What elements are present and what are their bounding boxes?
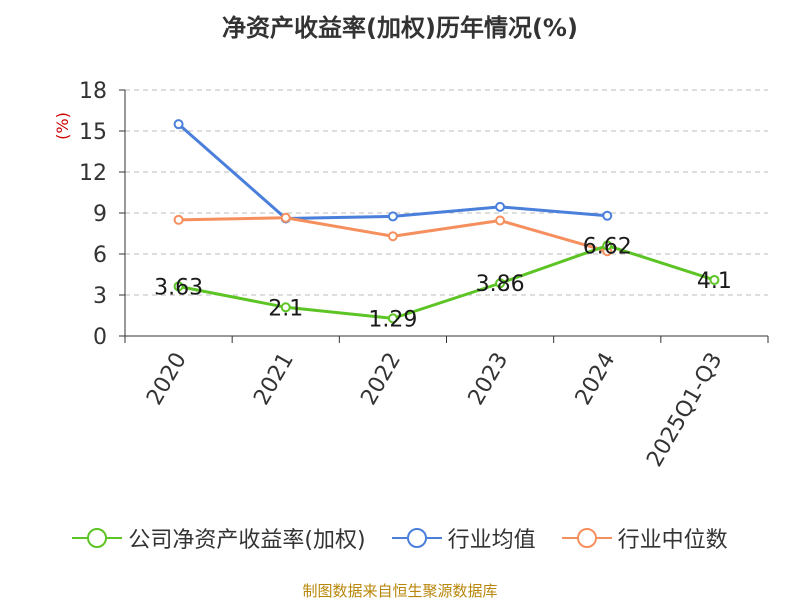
x-tick-label: 2025Q1-Q3 <box>642 349 727 472</box>
data-point-1 <box>602 210 613 221</box>
y-tick-label: 12 <box>79 161 107 186</box>
legend-item-industry-mean[interactable]: 行业均值 <box>391 522 536 554</box>
y-tick-label: 3 <box>93 284 107 309</box>
y-tick-label: 6 <box>93 243 107 268</box>
x-tick-label: 2020 <box>142 349 192 410</box>
legend-item-company[interactable]: 公司净资产收益率(加权) <box>72 522 366 554</box>
data-label: 3.86 <box>476 272 525 297</box>
legend-label-industry-mean: 行业均值 <box>447 528 536 553</box>
data-label: 3.63 <box>154 275 203 300</box>
legend-marker-company <box>72 527 123 549</box>
data-label: 2.1 <box>268 296 303 321</box>
data-point-1 <box>495 201 506 212</box>
data-point-2 <box>280 212 291 223</box>
chart-title: 净资产收益率(加权)历年情况(%) <box>222 14 578 42</box>
legend-label-company: 公司净资产收益率(加权) <box>128 528 366 553</box>
legend-item-industry-median[interactable]: 行业中位数 <box>561 522 728 554</box>
data-label: 6.62 <box>583 235 632 260</box>
y-tick-label: 0 <box>93 325 107 350</box>
data-point-0 <box>280 302 291 313</box>
y-tick-label: 9 <box>93 202 107 227</box>
legend-marker-industry-mean <box>391 527 442 549</box>
legend-label-industry-median: 行业中位数 <box>617 528 728 553</box>
legend: 公司净资产收益率(加权) 行业均值 行业中位数 <box>0 522 800 554</box>
y-axis-label: (%) <box>53 112 72 140</box>
data-point-0 <box>387 313 398 324</box>
x-tick-label: 2024 <box>571 349 621 410</box>
data-point-0 <box>495 278 506 289</box>
data-label: 1.29 <box>368 307 417 332</box>
data-point-2 <box>495 215 506 226</box>
data-source-note: 制图数据来自恒生聚源数据库 <box>302 582 498 600</box>
legend-marker-industry-median <box>561 527 612 549</box>
data-point-0 <box>709 274 720 285</box>
series-line-0 <box>178 244 715 320</box>
data-point-2 <box>173 214 184 225</box>
data-point-0 <box>173 281 184 292</box>
data-point-0 <box>602 240 613 251</box>
x-tick-label: 2021 <box>249 349 299 410</box>
x-tick-label: 2022 <box>356 349 406 410</box>
y-tick-label: 15 <box>79 120 107 145</box>
series-line-1 <box>177 123 608 220</box>
data-point-1 <box>387 211 398 222</box>
data-label: 4.1 <box>697 269 732 294</box>
data-point-1 <box>173 119 184 130</box>
data-point-2 <box>387 231 398 242</box>
x-tick-label: 2023 <box>464 349 514 410</box>
y-tick-label: 18 <box>79 79 107 104</box>
